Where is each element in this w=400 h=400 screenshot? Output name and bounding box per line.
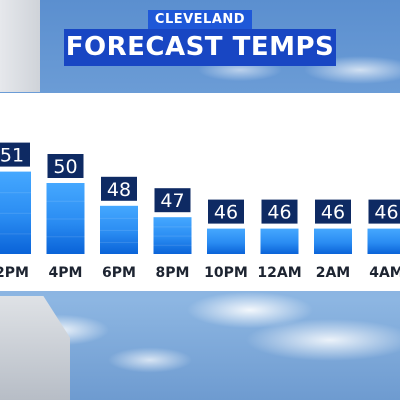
- bar-band: [100, 229, 138, 231]
- bar-band: [0, 192, 31, 194]
- bar-6pm: [100, 205, 138, 254]
- bar-10pm: [207, 228, 245, 254]
- value-label: 46: [321, 202, 345, 224]
- x-tick-label: 12AM: [257, 265, 301, 281]
- x-tick-label: 2AM: [316, 265, 351, 281]
- bar-12am: [260, 228, 299, 254]
- decorative-panel: [0, 0, 40, 92]
- bar-8pm: [153, 217, 192, 254]
- x-tick-label: 2PM: [0, 265, 29, 281]
- forecast-bar-chart: 51 2PM 50 4PM 48 6PM 47 8PM 46 10PM 46 12AM 46 2AM 46 4…: [0, 142, 400, 281]
- bar-band: [46, 200, 85, 202]
- bar-2am: [314, 228, 352, 254]
- x-tick-label: 4PM: [49, 265, 83, 281]
- bar-band: [46, 236, 85, 238]
- location-label: CLEVELAND: [148, 10, 252, 29]
- value-label: 46: [374, 202, 398, 224]
- value-label: 46: [214, 202, 238, 224]
- bar-band: [46, 218, 85, 220]
- x-tick-label: 8PM: [156, 265, 190, 281]
- value-box: [208, 199, 244, 224]
- value-label: 50: [53, 156, 77, 178]
- bar-band: [100, 241, 138, 243]
- x-tick-label: 10PM: [204, 265, 248, 281]
- bar-band: [153, 226, 192, 228]
- bar-band: [0, 233, 31, 235]
- value-box: [101, 176, 137, 201]
- value-box: [368, 199, 400, 224]
- value-box: [154, 188, 191, 213]
- value-box: [47, 154, 84, 178]
- bar-band: [153, 244, 192, 246]
- value-box: [315, 199, 351, 224]
- x-tick-label: 6PM: [102, 265, 136, 281]
- value-label: 46: [267, 202, 291, 224]
- header: CLEVELAND FORECAST TEMPS: [64, 10, 336, 66]
- bar-band: [100, 217, 138, 219]
- value-box: [0, 142, 30, 167]
- bar-4am: [367, 228, 400, 254]
- bar-2pm: [0, 171, 31, 254]
- bar-band: [0, 212, 31, 214]
- chart-panel: 51 2PM 50 4PM 48 6PM 47 8PM 46 10PM 46 12AM 46 2AM 46 4…: [0, 93, 400, 291]
- x-tick-label: 4AM: [369, 265, 400, 281]
- bar-4pm: [46, 183, 85, 254]
- value-box: [261, 199, 298, 224]
- page-title: FORECAST TEMPS: [64, 29, 336, 66]
- bar-band: [153, 235, 192, 237]
- value-label: 51: [0, 145, 24, 167]
- value-label: 48: [107, 179, 131, 201]
- value-label: 47: [160, 190, 184, 212]
